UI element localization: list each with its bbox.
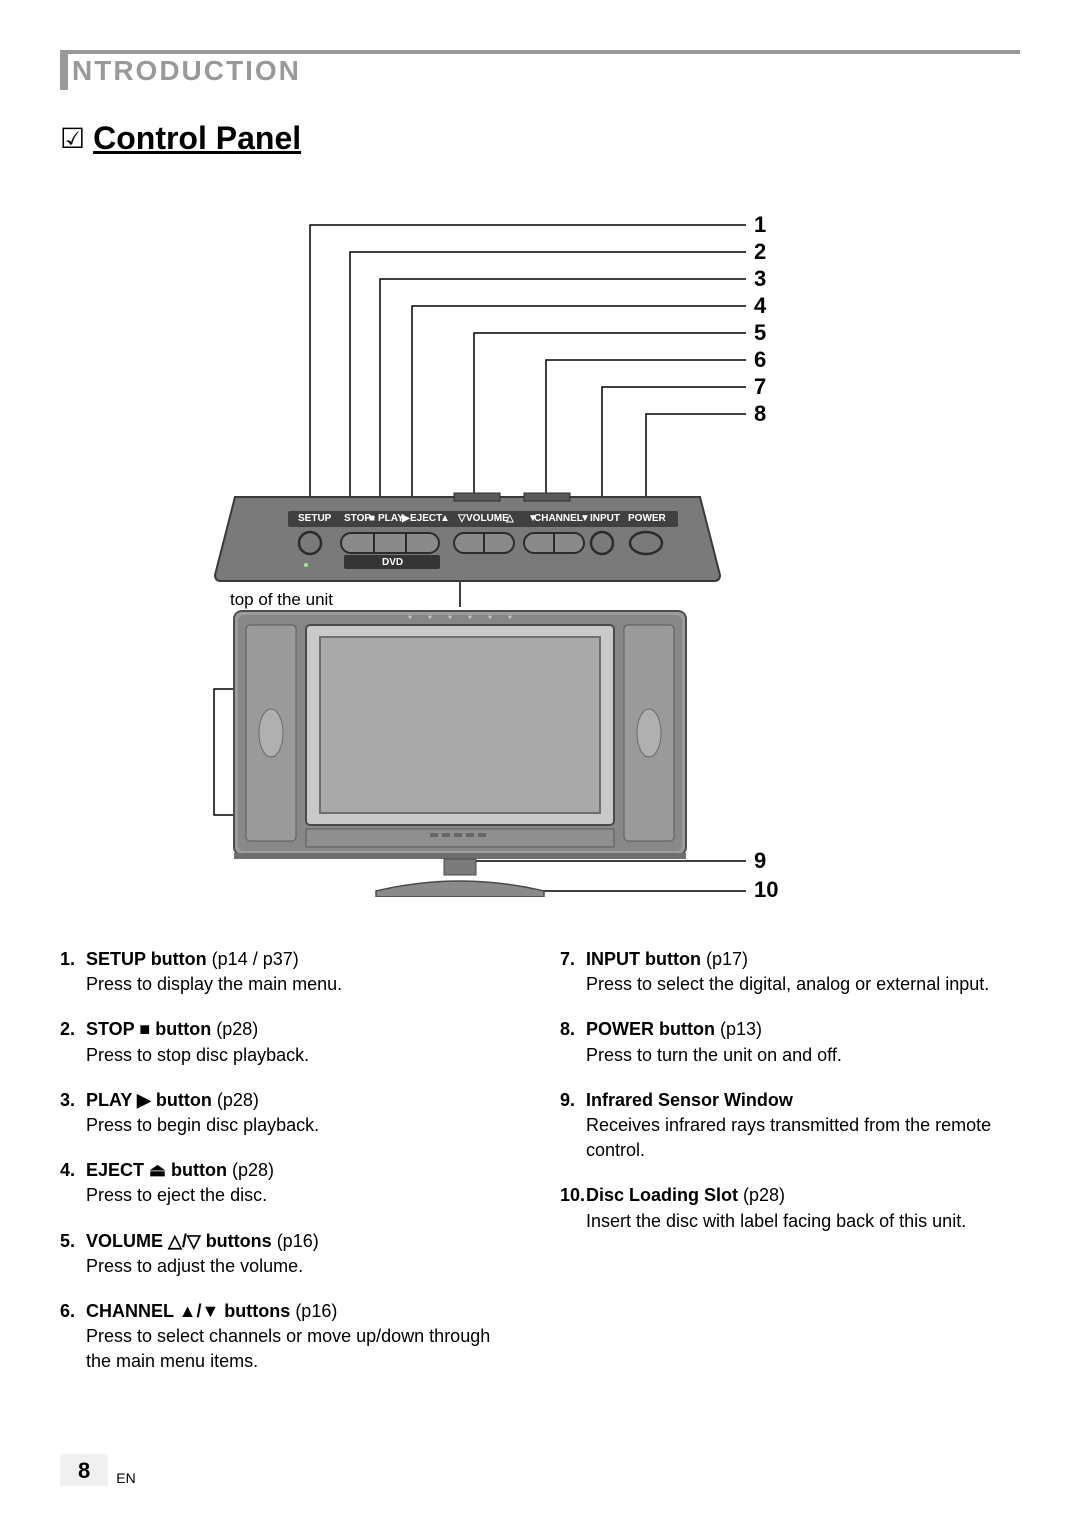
item-number: 10. <box>560 1183 586 1208</box>
item-number: 9. <box>560 1088 586 1113</box>
callout-9: 9 <box>754 848 766 873</box>
item-page: (p28) <box>232 1160 274 1180</box>
language-code: EN <box>116 1470 135 1486</box>
callout-8: 8 <box>754 401 766 426</box>
item-number: 8. <box>560 1017 586 1042</box>
svg-text:▼: ▼ <box>580 513 590 524</box>
item-title: EJECT ⏏ button <box>86 1160 227 1180</box>
item-number: 6. <box>60 1299 86 1324</box>
item-desc: Insert the disc with label facing back o… <box>586 1209 1020 1234</box>
callout-4: 4 <box>754 293 767 318</box>
list-item: 6.CHANNEL ▲/▼ buttons (p16) Press to sele… <box>60 1299 520 1375</box>
item-number: 2. <box>60 1017 86 1042</box>
item-desc: Press to turn the unit on and off. <box>586 1043 1020 1068</box>
item-title: CHANNEL ▲/▼ buttons <box>86 1301 290 1321</box>
item-title: STOP ■ button <box>86 1019 211 1039</box>
right-column: 7.INPUT button (p17) Press to select the … <box>560 947 1020 1394</box>
svg-text:PLAY: PLAY <box>378 513 404 524</box>
list-item: 8.POWER button (p13) Press to turn the un… <box>560 1017 1020 1067</box>
svg-text:▽: ▽ <box>457 513 466 524</box>
item-page: (p28) <box>743 1185 785 1205</box>
left-column: 1.SETUP button (p14 / p37) Press to displ… <box>60 947 520 1394</box>
item-title: Disc Loading Slot <box>586 1185 738 1205</box>
item-title: Infrared Sensor Window <box>586 1090 793 1110</box>
footer: 8 EN <box>60 1454 136 1486</box>
svg-text:CHANNEL: CHANNEL <box>534 513 583 524</box>
control-panel-diagram: 1 2 3 4 5 6 7 8 9 10 DVD <box>60 177 1020 897</box>
item-page: (p28) <box>217 1090 259 1110</box>
description-columns: 1.SETUP button (p14 / p37) Press to displ… <box>60 947 1020 1394</box>
list-item: 10.Disc Loading Slot (p28) Insert the dis… <box>560 1183 1020 1233</box>
svg-text:VOLUME: VOLUME <box>466 513 509 524</box>
list-item: 1.SETUP button (p14 / p37) Press to displ… <box>60 947 520 997</box>
top-caption: top of the unit <box>230 590 333 609</box>
item-desc: Press to select channels or move up/down… <box>86 1324 520 1374</box>
list-item: 4.EJECT ⏏ button (p28) Press to eject the… <box>60 1158 520 1208</box>
svg-text:INPUT: INPUT <box>590 513 620 524</box>
tv-unit <box>234 611 686 897</box>
svg-text:STOP: STOP <box>344 513 371 524</box>
item-desc: Receives infrared rays transmitted from … <box>586 1113 1020 1163</box>
list-item: 3.PLAY ▶ button (p28) Press to begin disc… <box>60 1088 520 1138</box>
item-page: (p16) <box>277 1231 319 1251</box>
section-title: NTRODUCTION <box>72 54 301 88</box>
item-desc: Press to eject the disc. <box>86 1183 520 1208</box>
svg-text:■: ■ <box>369 513 375 524</box>
svg-text:△: △ <box>505 513 514 524</box>
item-title: VOLUME △/▽ buttons <box>86 1231 272 1251</box>
callout-2: 2 <box>754 239 766 264</box>
page-title-row: ☑ Control Panel <box>60 120 1020 157</box>
item-page: (p16) <box>295 1301 337 1321</box>
list-item: 7.INPUT button (p17) Press to select the … <box>560 947 1020 997</box>
callout-6: 6 <box>754 347 766 372</box>
item-title: POWER button <box>586 1019 715 1039</box>
page-title: Control Panel <box>93 120 301 157</box>
svg-text:POWER: POWER <box>628 513 667 524</box>
svg-text:EJECT: EJECT <box>410 513 442 524</box>
callout-10: 10 <box>754 877 778 897</box>
svg-text:▲: ▲ <box>440 513 450 524</box>
callout-5: 5 <box>754 320 766 345</box>
item-number: 4. <box>60 1158 86 1183</box>
item-number: 3. <box>60 1088 86 1113</box>
item-desc: Press to display the main menu. <box>86 972 520 997</box>
item-title: SETUP button <box>86 949 207 969</box>
item-title: INPUT button <box>586 949 701 969</box>
item-number: 1. <box>60 947 86 972</box>
svg-text:DVD: DVD <box>382 557 403 568</box>
item-desc: Press to stop disc playback. <box>86 1043 520 1068</box>
callout-1: 1 <box>754 212 766 237</box>
item-title: PLAY ▶ button <box>86 1090 212 1110</box>
section-bar <box>60 54 68 90</box>
item-desc: Press to select the digital, analog or e… <box>586 972 1020 997</box>
callout-7: 7 <box>754 374 766 399</box>
top-panel: DVD <box>215 493 720 581</box>
item-number: 5. <box>60 1229 86 1254</box>
item-page: (p17) <box>706 949 748 969</box>
page-number: 8 <box>60 1454 108 1486</box>
list-item: 5.VOLUME △/▽ buttons (p16) Press to adjus… <box>60 1229 520 1279</box>
item-desc: Press to begin disc playback. <box>86 1113 520 1138</box>
list-item: 9.Infrared Sensor Window Receives infrar… <box>560 1088 1020 1164</box>
item-desc: Press to adjust the volume. <box>86 1254 520 1279</box>
callout-3: 3 <box>754 266 766 291</box>
item-number: 7. <box>560 947 586 972</box>
item-page: (p14 / p37) <box>212 949 299 969</box>
section-header: NTRODUCTION <box>60 50 1020 90</box>
svg-text:SETUP: SETUP <box>298 513 332 524</box>
check-icon: ☑ <box>60 122 85 155</box>
item-page: (p13) <box>720 1019 762 1039</box>
list-item: 2.STOP ■ button (p28) Press to stop disc … <box>60 1017 520 1067</box>
item-page: (p28) <box>216 1019 258 1039</box>
